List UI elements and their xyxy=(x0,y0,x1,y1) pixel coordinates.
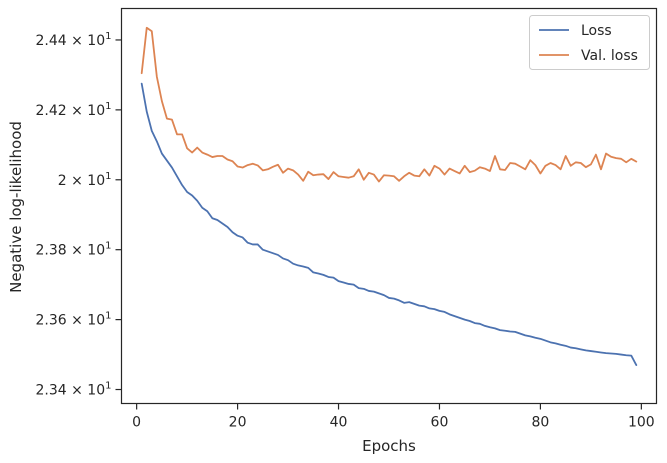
legend-frame xyxy=(529,15,650,70)
y-tick-label: 2.44 × 101 xyxy=(36,31,112,49)
x-tick-label: 80 xyxy=(532,415,550,431)
legend-label-loss: Loss xyxy=(581,23,612,39)
legend-label-val-loss: Val. loss xyxy=(581,48,638,64)
series-line-loss xyxy=(140,82,638,366)
y-tick-label: 2 × 101 xyxy=(58,171,112,189)
x-tick-label: 60 xyxy=(431,415,449,431)
y-axis-label: Negative log-likelihood xyxy=(7,121,25,293)
x-tick-label: 0 xyxy=(132,415,141,431)
plot-lines xyxy=(140,26,638,366)
x-tick-label: 40 xyxy=(330,415,348,431)
y-tick-label: 2.34 × 101 xyxy=(36,381,112,399)
x-tick-label: 100 xyxy=(628,415,655,431)
y-axis-ticks: 2.34 × 101 2.36 × 101 2.38 × 101 2 × 101 2.4… xyxy=(36,31,122,399)
plot-frame xyxy=(120,7,658,405)
series-line-val-loss xyxy=(140,26,638,183)
x-axis-label: Epochs xyxy=(362,437,416,455)
y-tick-label: 2.36 × 101 xyxy=(36,311,112,329)
y-tick-label: 2.42 × 101 xyxy=(36,101,112,119)
legend: Loss Val. loss xyxy=(529,15,650,70)
x-tick-label: 20 xyxy=(229,415,247,431)
y-tick-label: 2.38 × 101 xyxy=(36,241,112,259)
x-axis-ticks: 0 20 40 60 80 100 xyxy=(132,403,655,431)
